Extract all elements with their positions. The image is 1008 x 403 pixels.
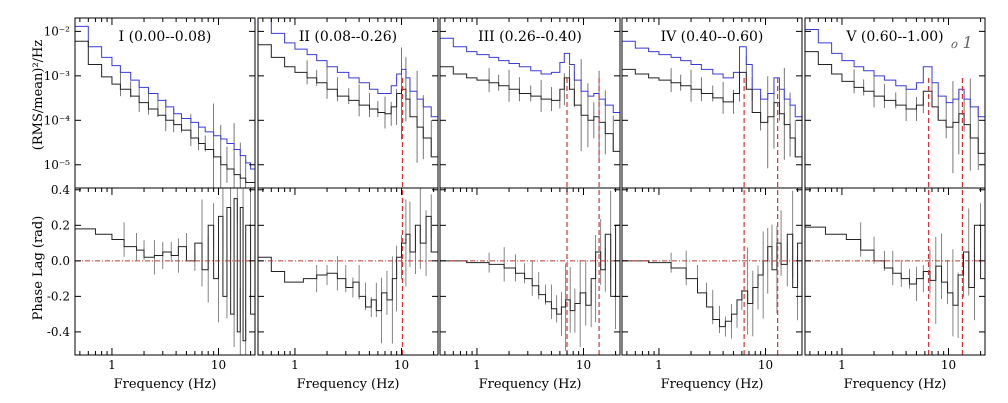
corner-label: ℴ 1 xyxy=(950,33,973,52)
x-tick-label: 1 xyxy=(291,358,299,372)
phase-lag-series xyxy=(75,198,255,342)
panel-2-data xyxy=(258,17,439,355)
phase-lag-series xyxy=(440,224,620,315)
data-layer xyxy=(75,17,986,355)
panel-4-error-bars xyxy=(670,56,803,339)
panel-1-data xyxy=(75,25,256,355)
psd-series-black xyxy=(440,66,620,152)
panel-5-axes: 1 10 V (0.60--1.00) Frequency (Hz) xyxy=(804,17,986,392)
panel-title: III (0.26--0.40) xyxy=(478,29,582,45)
panel-frame-bottom xyxy=(74,187,256,356)
x-tick-label: 1 xyxy=(655,358,663,372)
panel-3-data xyxy=(440,37,621,355)
panel-title: IV (0.40--0.60) xyxy=(661,29,764,45)
panel-4-axes: 1 10 IV (0.40--0.60) Frequency (Hz) xyxy=(621,17,803,392)
psd-series-blue xyxy=(622,40,802,118)
y-tick-label-top: 10⁻³ xyxy=(44,69,71,83)
y-tick-label-top: 10⁻⁵ xyxy=(44,158,71,172)
panel-2-axes: 1 10 II (0.08--0.26) Frequency (Hz) xyxy=(257,17,439,392)
panel-frame-bottom xyxy=(804,187,986,356)
x-axis-label: Frequency (Hz) xyxy=(479,377,582,392)
panel-title: II (0.08--0.26) xyxy=(299,29,397,45)
y-tick-label-bottom: 0.4 xyxy=(51,183,70,197)
psd-series-blue xyxy=(258,17,438,118)
y-tick-label-bottom: -0.2 xyxy=(47,289,70,303)
y-tick-label-bottom: 0.0 xyxy=(51,254,70,268)
panel-5-data xyxy=(805,29,986,355)
x-tick-label: 10 xyxy=(758,358,773,372)
panel-1-axes: 1 10 I (0.00--0.08) Frequency (Hz) xyxy=(74,17,256,392)
x-tick-label: 10 xyxy=(941,358,956,372)
psd-series-black xyxy=(258,44,438,158)
psd-series-blue xyxy=(805,29,985,118)
panel-frame-bottom xyxy=(621,187,803,356)
x-axis-label: Frequency (Hz) xyxy=(297,377,400,392)
y-axis-label-bottom: Phase Lag (rad) xyxy=(31,216,46,321)
y-tick-label-bottom: -0.4 xyxy=(47,325,71,339)
panel-title: I (0.00--0.08) xyxy=(119,29,212,45)
phase-lag-series xyxy=(258,215,438,312)
y-tick-label-top: 10⁻² xyxy=(44,24,71,38)
x-tick-label: 10 xyxy=(394,358,409,372)
y-tick-label-bottom: 0.2 xyxy=(51,218,70,232)
y-tick-label-top: 10⁻⁴ xyxy=(44,113,71,127)
y-axis-label-top: (RMS/mean)²/Hz xyxy=(31,40,46,151)
phase-lag-series xyxy=(622,233,802,328)
psd-series-blue xyxy=(75,25,255,170)
x-axis-label: Frequency (Hz) xyxy=(114,377,217,392)
axes-layer: 1 10 I (0.00--0.08) Frequency (Hz) 1 10 II (0.… xyxy=(44,17,986,392)
panel-5-error-bars xyxy=(853,69,986,339)
psd-series-black xyxy=(75,40,255,183)
psd-series-black xyxy=(805,51,985,154)
x-tick-label: 1 xyxy=(473,358,481,372)
panel-frame-bottom xyxy=(439,187,621,356)
panel-title: V (0.60--1.00) xyxy=(845,29,943,45)
phase-lag-series xyxy=(805,224,985,306)
panel-3-axes: 1 10 III (0.26--0.40) Frequency (Hz) xyxy=(439,17,621,392)
panel-4-data xyxy=(622,40,803,355)
x-axis-label: Frequency (Hz) xyxy=(844,377,947,392)
x-tick-label: 10 xyxy=(576,358,591,372)
panel-1-error-bars xyxy=(119,72,256,355)
psd-series-black xyxy=(622,68,802,158)
panel-2-error-bars xyxy=(306,47,439,344)
panel-frame-bottom xyxy=(257,187,439,356)
x-tick-label: 10 xyxy=(211,358,226,372)
panel-3-error-bars xyxy=(488,59,621,351)
psd-series-blue xyxy=(440,37,620,113)
x-axis-label: Frequency (Hz) xyxy=(661,377,764,392)
x-tick-label: 1 xyxy=(108,358,116,372)
x-tick-label: 1 xyxy=(838,358,846,372)
